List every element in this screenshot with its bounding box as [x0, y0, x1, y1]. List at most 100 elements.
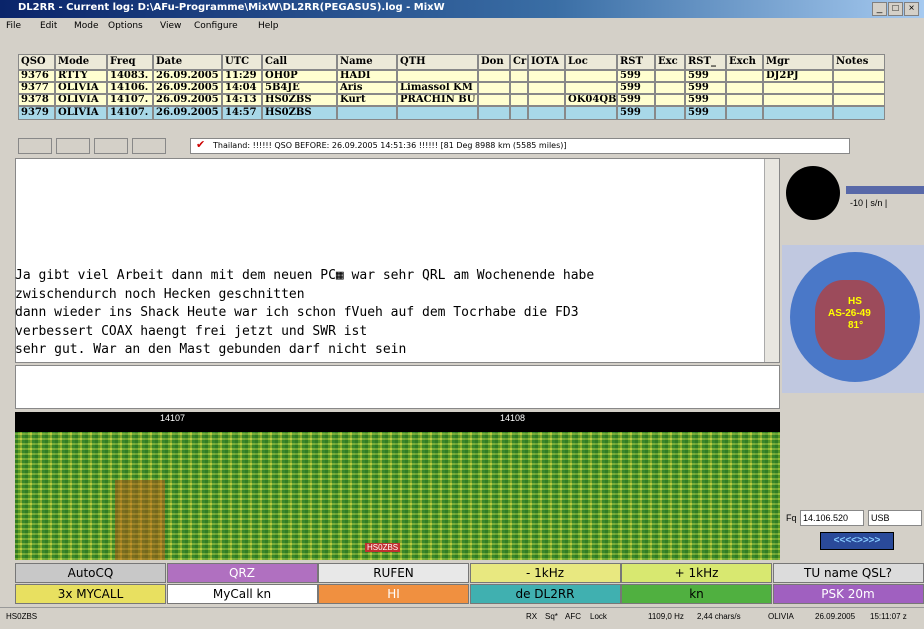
- log-cell[interactable]: 9379: [18, 106, 55, 120]
- log-cell[interactable]: [763, 94, 833, 106]
- log-cell[interactable]: [478, 106, 510, 120]
- log-cell[interactable]: 26.09.2005: [153, 106, 222, 120]
- log-cell[interactable]: [655, 82, 685, 94]
- log-cell[interactable]: [655, 70, 685, 82]
- log-cell[interactable]: 14:57: [222, 106, 262, 120]
- column-header[interactable]: RST_: [685, 54, 726, 70]
- column-header[interactable]: UTC: [222, 54, 262, 70]
- log-cell[interactable]: DJ2PJ: [763, 70, 833, 82]
- log-cell[interactable]: [510, 106, 528, 120]
- log-cell[interactable]: 14107.: [107, 94, 153, 106]
- macro-button[interactable]: AutoCQ: [15, 563, 166, 583]
- tool-button[interactable]: [94, 138, 128, 154]
- log-cell[interactable]: HS0ZBS: [262, 94, 337, 106]
- log-cell[interactable]: 599: [685, 94, 726, 106]
- freq-field[interactable]: 14.106.520: [800, 510, 864, 526]
- column-header[interactable]: Cr: [510, 54, 528, 70]
- log-cell[interactable]: [655, 94, 685, 106]
- log-cell[interactable]: [510, 70, 528, 82]
- column-header[interactable]: RST: [617, 54, 655, 70]
- log-cell[interactable]: 26.09.2005: [153, 94, 222, 106]
- log-cell[interactable]: 9376: [18, 70, 55, 82]
- log-cell[interactable]: 14107.: [107, 106, 153, 120]
- column-header[interactable]: Mode: [55, 54, 107, 70]
- menu-item[interactable]: Help: [258, 21, 279, 31]
- macro-button[interactable]: - 1kHz: [469, 563, 621, 583]
- menu-item[interactable]: Mode: [74, 21, 99, 31]
- log-cell[interactable]: [655, 106, 685, 120]
- macro-button[interactable]: PSK 20m: [772, 584, 924, 604]
- log-cell[interactable]: 599: [685, 106, 726, 120]
- log-cell[interactable]: 14:04: [222, 82, 262, 94]
- log-cell[interactable]: [528, 70, 565, 82]
- log-cell[interactable]: PRACHIN BU: [397, 94, 478, 106]
- tune-button[interactable]: <<<<>>>>: [820, 532, 894, 550]
- window-button[interactable]: □: [888, 2, 903, 16]
- menu-item[interactable]: Configure: [194, 21, 238, 31]
- log-cell[interactable]: [833, 106, 885, 120]
- macro-button[interactable]: kn: [621, 584, 772, 604]
- log-cell[interactable]: [528, 94, 565, 106]
- log-cell[interactable]: 14:13: [222, 94, 262, 106]
- log-cell[interactable]: OLIVIA: [55, 106, 107, 120]
- log-cell[interactable]: [528, 106, 565, 120]
- log-cell[interactable]: [528, 82, 565, 94]
- log-cell[interactable]: [833, 94, 885, 106]
- log-cell[interactable]: OLIVIA: [55, 82, 107, 94]
- log-cell[interactable]: [478, 82, 510, 94]
- log-cell[interactable]: [397, 106, 478, 120]
- tool-button[interactable]: [132, 138, 166, 154]
- log-cell[interactable]: [726, 82, 763, 94]
- macro-button[interactable]: TU name QSL?: [772, 563, 924, 583]
- column-header[interactable]: Notes: [833, 54, 885, 70]
- log-cell[interactable]: [478, 94, 510, 106]
- log-cell[interactable]: [763, 82, 833, 94]
- log-cell[interactable]: [565, 70, 617, 82]
- input-area[interactable]: [15, 365, 780, 409]
- log-cell[interactable]: 14083.: [107, 70, 153, 82]
- log-cell[interactable]: [510, 94, 528, 106]
- window-button[interactable]: ×: [904, 2, 919, 16]
- menu-item[interactable]: File: [6, 21, 22, 31]
- column-header[interactable]: Name: [337, 54, 397, 70]
- tool-button[interactable]: [56, 138, 90, 154]
- macro-button[interactable]: HI: [318, 584, 469, 604]
- column-header[interactable]: QTH: [397, 54, 478, 70]
- mode-field[interactable]: USB: [868, 510, 922, 526]
- macro-button[interactable]: + 1kHz: [621, 563, 772, 583]
- log-cell[interactable]: Limassol KM: [397, 82, 478, 94]
- log-cell[interactable]: 599: [617, 94, 655, 106]
- macro-button[interactable]: MyCall kn: [166, 584, 318, 604]
- log-cell[interactable]: [397, 70, 478, 82]
- log-cell[interactable]: [726, 70, 763, 82]
- log-cell[interactable]: [726, 106, 763, 120]
- log-cell[interactable]: 599: [685, 70, 726, 82]
- log-cell[interactable]: 5B4JE: [262, 82, 337, 94]
- column-header[interactable]: Call: [262, 54, 337, 70]
- log-cell[interactable]: [726, 94, 763, 106]
- macro-button[interactable]: RUFEN: [318, 563, 469, 583]
- log-cell[interactable]: 9378: [18, 94, 55, 106]
- menu-item[interactable]: Options: [108, 21, 143, 31]
- log-cell[interactable]: [833, 82, 885, 94]
- window-button[interactable]: _: [872, 2, 887, 16]
- log-cell[interactable]: 599: [617, 82, 655, 94]
- log-cell[interactable]: [833, 70, 885, 82]
- log-cell[interactable]: OLIVIA: [55, 94, 107, 106]
- log-cell[interactable]: [565, 82, 617, 94]
- column-header[interactable]: IOTA: [528, 54, 565, 70]
- log-cell[interactable]: 26.09.2005: [153, 82, 222, 94]
- log-cell[interactable]: 9377: [18, 82, 55, 94]
- log-cell[interactable]: 599: [617, 106, 655, 120]
- log-cell[interactable]: [337, 106, 397, 120]
- log-cell[interactable]: [510, 82, 528, 94]
- column-header[interactable]: Date: [153, 54, 222, 70]
- menu-item[interactable]: Edit: [40, 21, 58, 31]
- column-header[interactable]: QSO: [18, 54, 55, 70]
- log-cell[interactable]: 26.09.2005: [153, 70, 222, 82]
- column-header[interactable]: Exch: [726, 54, 763, 70]
- macro-button[interactable]: 3x MYCALL: [15, 584, 166, 604]
- log-cell[interactable]: Aris: [337, 82, 397, 94]
- macro-button[interactable]: QRZ: [166, 563, 318, 583]
- log-cell[interactable]: OH0P: [262, 70, 337, 82]
